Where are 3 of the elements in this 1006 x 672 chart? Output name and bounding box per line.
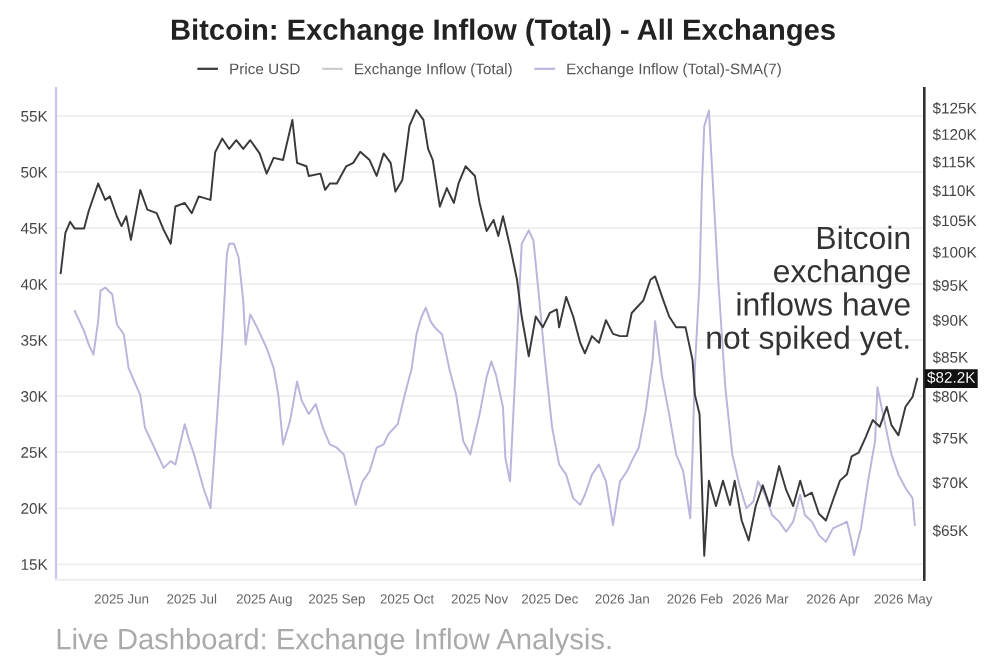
- text: Live Dashboard: Exchange Inflow Analysis.: [57, 628, 611, 656]
- chart-title: Bitcoin: Exchange Inflow (Total) - All Exchanges: [171, 18, 835, 46]
- annotation: Bitcoin exchange inflows have not spiked yet.: [707, 225, 910, 356]
